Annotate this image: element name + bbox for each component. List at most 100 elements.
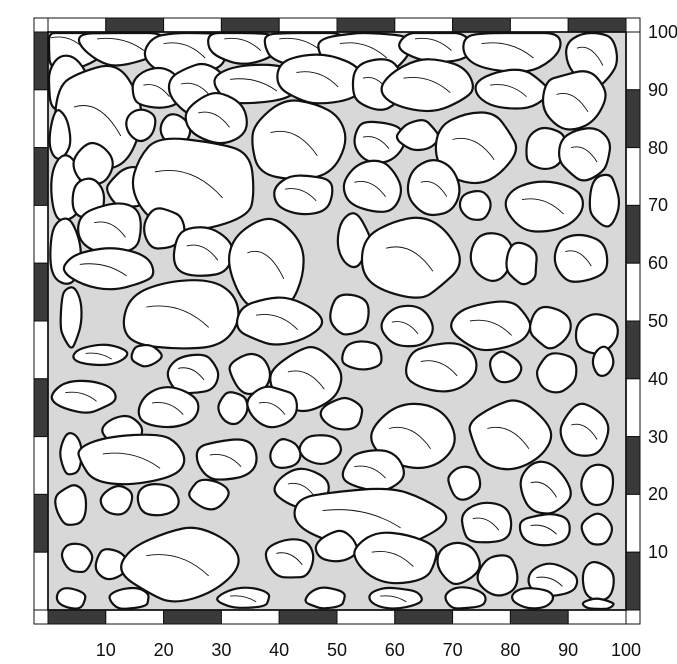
- stone-crack: [146, 554, 210, 577]
- y-tick-label: 40: [648, 368, 669, 389]
- scale-corner: [33, 609, 49, 625]
- stone-crack: [362, 136, 390, 150]
- stone: [298, 434, 343, 466]
- stone-crack: [230, 595, 257, 603]
- y-tick-label: 30: [648, 426, 669, 447]
- stone-crack: [73, 105, 122, 137]
- stone: [504, 180, 584, 233]
- x-tick-label: 100: [610, 640, 642, 660]
- scale-segment-top: [163, 17, 222, 33]
- stone-crack: [85, 352, 112, 360]
- scale-segment-bottom: [220, 609, 280, 625]
- stone-crack: [530, 481, 557, 498]
- x-tick-label: 60: [384, 640, 405, 660]
- stone-crack: [276, 552, 303, 566]
- stone: [137, 386, 200, 429]
- stone: [341, 340, 383, 371]
- stone: [434, 111, 518, 185]
- stone: [580, 463, 615, 507]
- scale-segment-top: [47, 17, 107, 33]
- scale-segment-top: [567, 17, 627, 33]
- stone-crack: [556, 93, 589, 113]
- stone-crack: [576, 46, 604, 66]
- stone-crack: [481, 42, 534, 59]
- stone-crack: [296, 71, 339, 88]
- stone-crack: [224, 37, 262, 51]
- stone: [395, 118, 440, 152]
- scale-segment-bottom: [336, 609, 396, 625]
- stone: [450, 300, 532, 352]
- scale-segment-left: [33, 89, 49, 149]
- stone: [59, 286, 83, 349]
- scale-segment-left: [33, 320, 49, 380]
- stone: [444, 586, 487, 610]
- stone: [264, 538, 315, 579]
- stone: [468, 399, 553, 471]
- stone: [469, 232, 514, 282]
- y-tick-label: 100: [648, 22, 677, 42]
- stone: [342, 159, 402, 213]
- stone-crack: [209, 454, 242, 468]
- stone: [460, 501, 513, 544]
- stone: [447, 465, 482, 501]
- scale-segment-left: [33, 31, 49, 91]
- scale-segment-top: [105, 17, 165, 33]
- stone: [130, 343, 163, 368]
- scale-segment-top: [336, 17, 396, 33]
- stone: [246, 385, 298, 429]
- stone-crack: [414, 37, 452, 51]
- scale-segment-top: [278, 17, 338, 33]
- scale-segment-right: [625, 436, 641, 495]
- scale-segment-bottom: [278, 609, 338, 625]
- stone: [50, 379, 117, 414]
- x-tick-label: 20: [153, 640, 174, 660]
- scale-segment-top: [220, 17, 280, 33]
- stone-crack: [339, 42, 388, 59]
- y-tick-label: 10: [648, 542, 669, 563]
- stone: [559, 402, 610, 457]
- stone: [172, 226, 234, 277]
- scale-segment-right: [625, 551, 641, 611]
- stone: [581, 560, 615, 602]
- stone: [314, 529, 359, 563]
- y-tick-label: 70: [648, 195, 669, 216]
- stone-crack: [65, 391, 97, 402]
- stone-crack: [487, 427, 530, 449]
- stone: [525, 126, 567, 171]
- scale-segment-right: [625, 147, 641, 206]
- stone-crack: [536, 576, 563, 587]
- scale-segment-bottom: [452, 609, 511, 625]
- x-tick-label: 10: [95, 640, 116, 660]
- scale-segment-bottom: [567, 609, 627, 625]
- stone: [269, 438, 302, 469]
- x-tick-label: 90: [558, 640, 579, 660]
- stone-crack: [570, 423, 598, 440]
- stone-crack: [151, 402, 184, 415]
- stone: [125, 108, 157, 143]
- stone: [217, 391, 249, 426]
- stone: [535, 352, 578, 394]
- stone: [353, 531, 438, 585]
- stone: [55, 587, 87, 610]
- wall-drawing: [47, 31, 627, 611]
- stone-crack: [97, 37, 145, 51]
- y-tick-label: 20: [648, 484, 669, 505]
- stone-crack: [469, 319, 512, 336]
- stone: [195, 438, 258, 481]
- stone: [136, 483, 180, 517]
- scale-segment-top: [452, 17, 511, 33]
- stone: [329, 293, 370, 336]
- scale-segment-left: [33, 436, 49, 495]
- stone: [188, 478, 230, 511]
- stone-crack: [102, 452, 161, 469]
- x-tick-label: 70: [442, 640, 463, 660]
- x-tick-label: 50: [326, 640, 348, 660]
- stone: [541, 70, 607, 131]
- stone: [131, 137, 255, 232]
- stone-crack: [230, 78, 278, 92]
- stone-crack: [256, 314, 299, 331]
- stone: [458, 189, 492, 221]
- stone: [591, 345, 615, 377]
- stone: [228, 217, 305, 309]
- stone-crack: [163, 42, 206, 59]
